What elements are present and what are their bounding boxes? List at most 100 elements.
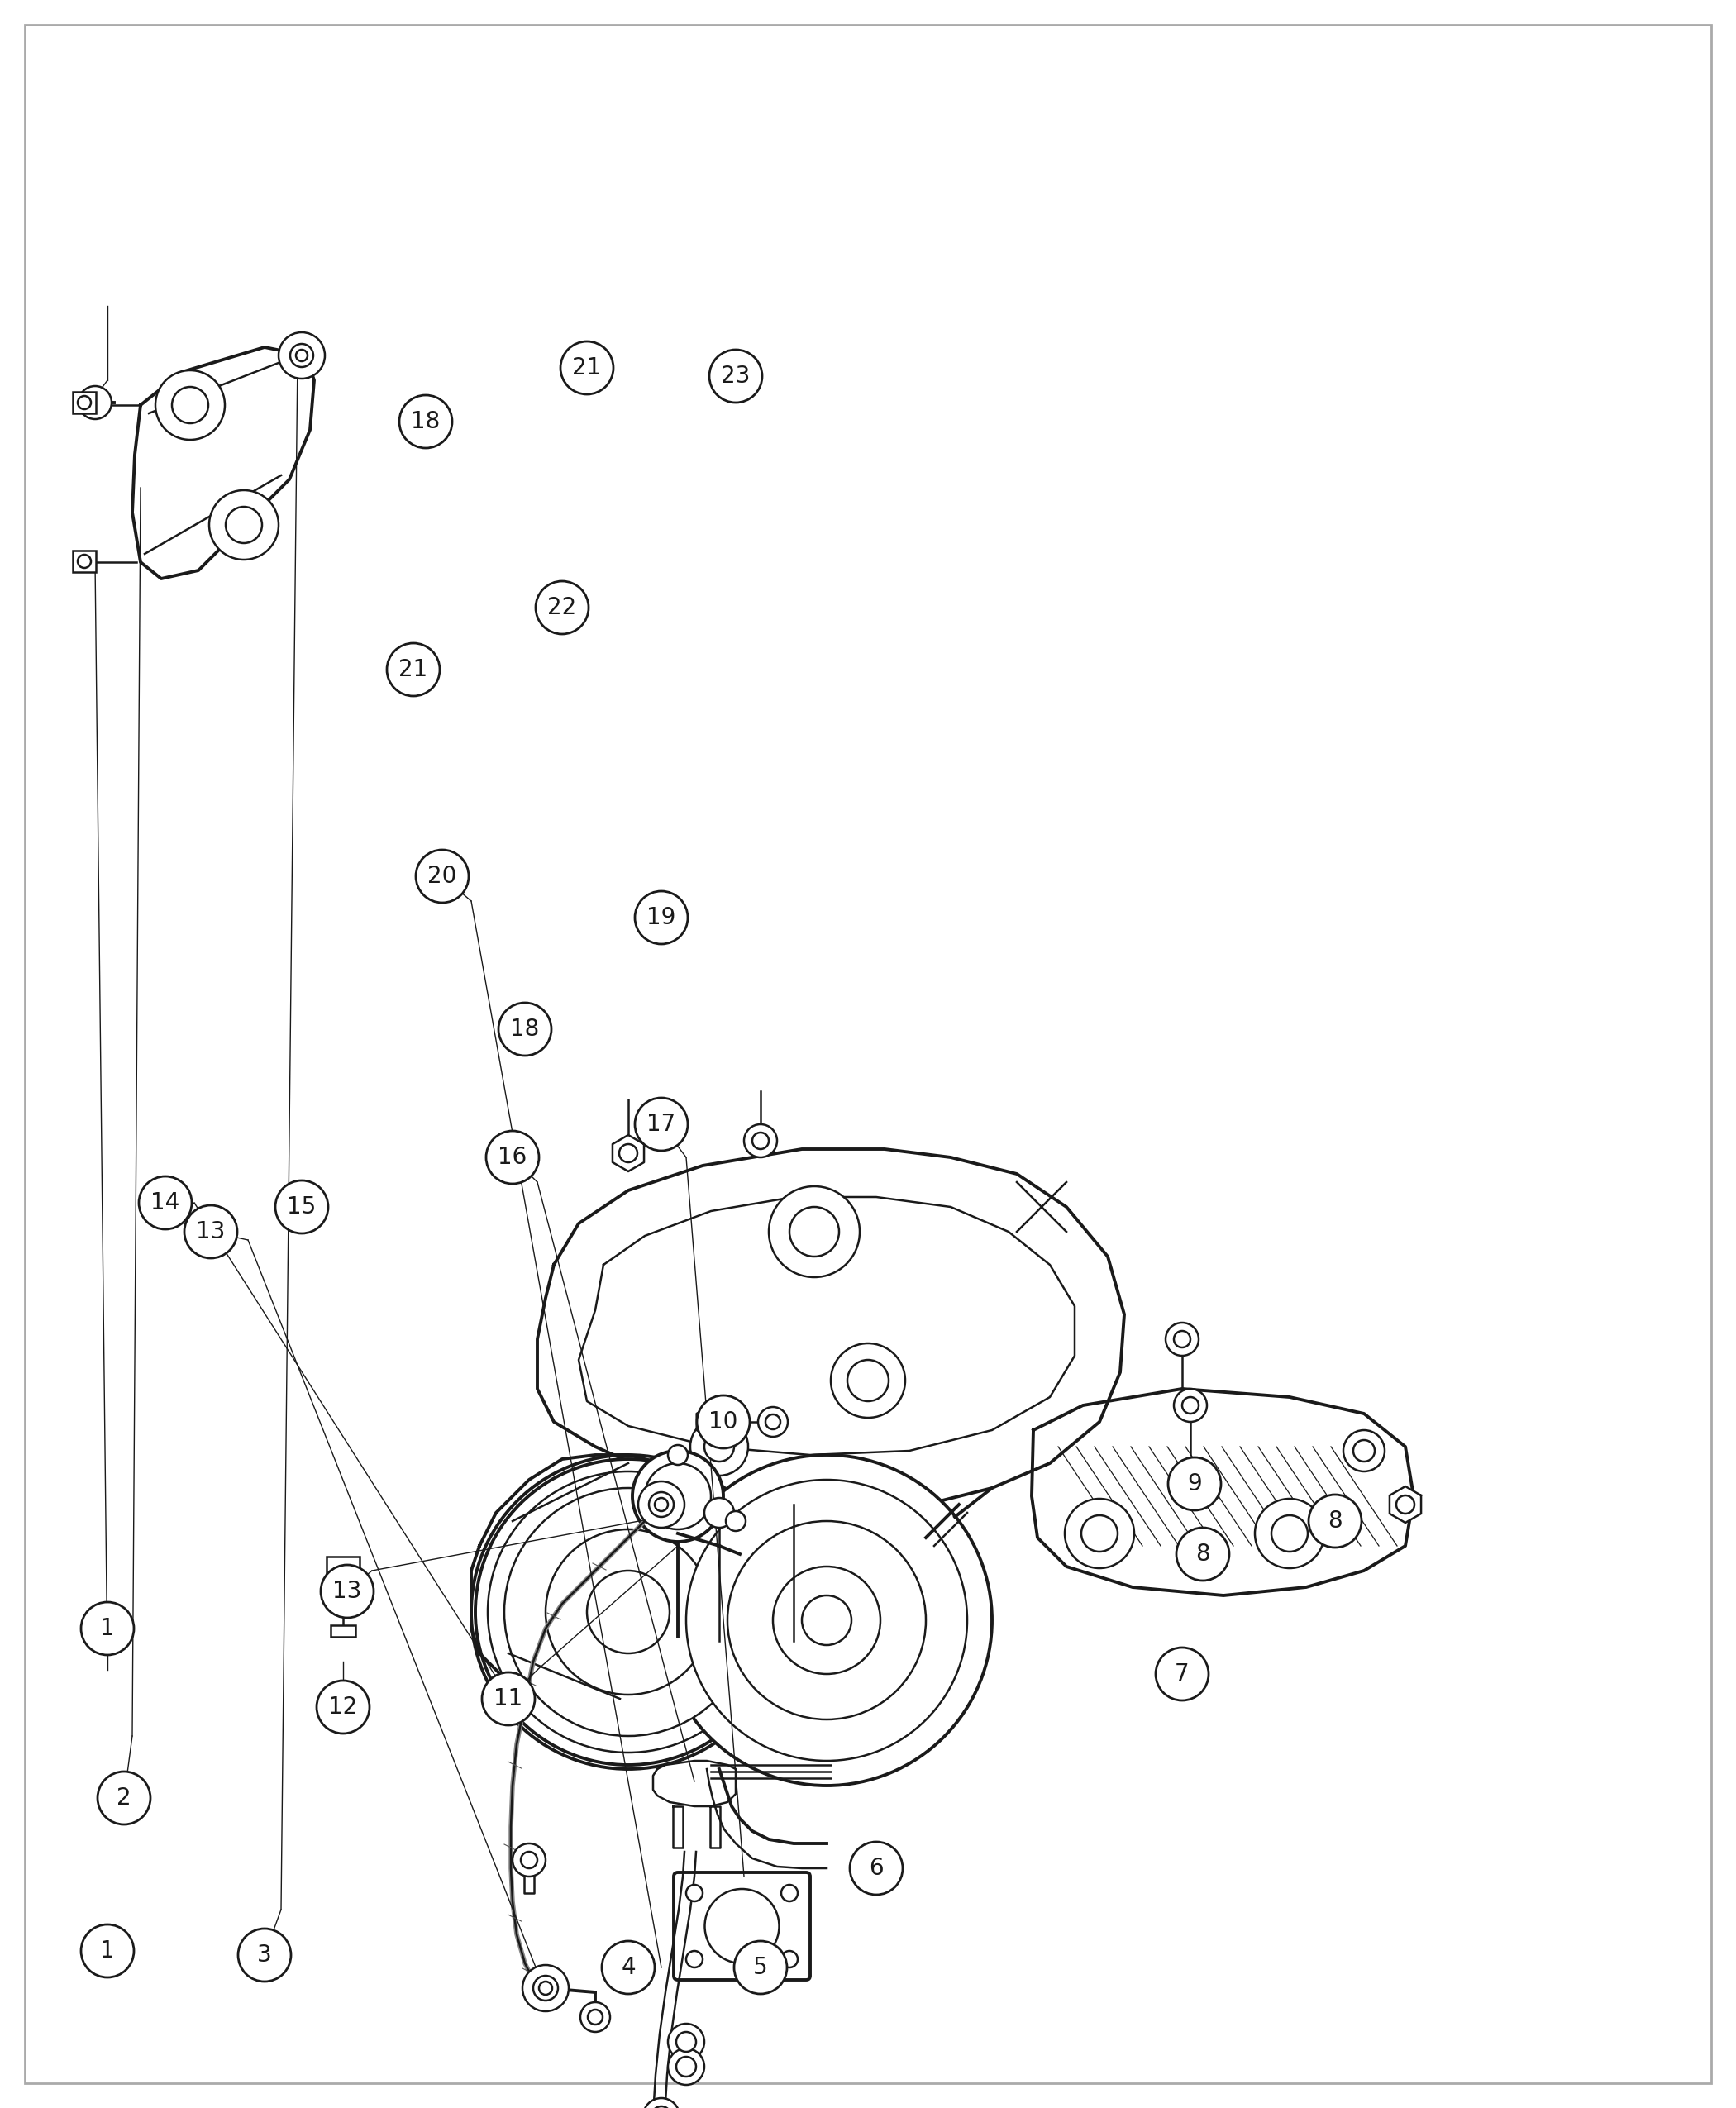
- Circle shape: [691, 1419, 748, 1476]
- Circle shape: [677, 2057, 696, 2076]
- Polygon shape: [696, 1406, 726, 1438]
- Circle shape: [705, 1499, 734, 1528]
- Circle shape: [587, 1570, 670, 1653]
- Circle shape: [781, 1950, 799, 1967]
- Circle shape: [498, 1003, 552, 1056]
- Circle shape: [486, 1130, 538, 1185]
- Text: 17: 17: [648, 1113, 675, 1136]
- Text: 5: 5: [753, 1956, 767, 1979]
- Circle shape: [851, 1842, 903, 1895]
- Circle shape: [752, 1132, 769, 1149]
- Circle shape: [512, 1844, 545, 1876]
- FancyBboxPatch shape: [73, 550, 95, 571]
- Circle shape: [635, 1098, 687, 1151]
- Circle shape: [545, 1528, 712, 1695]
- Circle shape: [82, 1925, 134, 1977]
- Circle shape: [321, 1564, 373, 1617]
- Circle shape: [172, 388, 208, 424]
- Circle shape: [668, 1444, 687, 1465]
- Circle shape: [290, 344, 312, 367]
- Text: 1: 1: [101, 1939, 115, 1963]
- Circle shape: [78, 554, 90, 567]
- FancyBboxPatch shape: [330, 1625, 356, 1636]
- Circle shape: [769, 1187, 859, 1277]
- Circle shape: [1309, 1495, 1361, 1547]
- Circle shape: [686, 1480, 967, 1760]
- Polygon shape: [132, 348, 314, 580]
- Circle shape: [97, 1771, 151, 1823]
- Circle shape: [1271, 1516, 1307, 1551]
- Circle shape: [1255, 1499, 1325, 1568]
- Text: 15: 15: [286, 1195, 316, 1218]
- Polygon shape: [538, 1149, 1125, 1514]
- Polygon shape: [470, 1455, 677, 1703]
- Circle shape: [668, 2024, 705, 2060]
- Circle shape: [661, 1455, 991, 1785]
- Circle shape: [773, 1566, 880, 1674]
- Circle shape: [523, 1965, 569, 2011]
- Circle shape: [580, 2003, 609, 2032]
- Circle shape: [238, 1929, 292, 1982]
- Circle shape: [686, 1950, 703, 1967]
- Circle shape: [677, 2032, 696, 2051]
- Circle shape: [802, 1596, 851, 1644]
- Text: 2: 2: [116, 1785, 132, 1809]
- Circle shape: [734, 1941, 786, 1994]
- Text: 9: 9: [1187, 1471, 1201, 1495]
- Circle shape: [766, 1414, 781, 1429]
- Circle shape: [184, 1206, 238, 1258]
- Circle shape: [639, 1482, 684, 1528]
- Polygon shape: [1187, 1469, 1219, 1507]
- Circle shape: [832, 1343, 904, 1419]
- Circle shape: [602, 1941, 654, 1994]
- Circle shape: [156, 371, 226, 441]
- Circle shape: [781, 1885, 799, 1901]
- Circle shape: [387, 643, 439, 696]
- Circle shape: [726, 1511, 746, 1530]
- Circle shape: [1174, 1389, 1207, 1423]
- Circle shape: [1165, 1322, 1198, 1355]
- Circle shape: [316, 1680, 370, 1733]
- Polygon shape: [1389, 1486, 1422, 1522]
- Text: 7: 7: [1175, 1663, 1189, 1686]
- Circle shape: [417, 850, 469, 902]
- Circle shape: [705, 1889, 779, 1963]
- Text: 14: 14: [151, 1191, 181, 1214]
- FancyBboxPatch shape: [674, 1872, 811, 1979]
- Text: 4: 4: [621, 1956, 635, 1979]
- Text: 21: 21: [573, 356, 601, 379]
- Circle shape: [635, 892, 687, 944]
- Circle shape: [759, 1406, 788, 1438]
- Circle shape: [1174, 1330, 1191, 1347]
- Circle shape: [632, 1450, 724, 1541]
- Circle shape: [276, 1180, 328, 1233]
- Circle shape: [589, 2009, 602, 2024]
- Circle shape: [1156, 1648, 1208, 1701]
- Circle shape: [139, 1176, 191, 1229]
- Circle shape: [686, 1885, 703, 1901]
- Circle shape: [620, 1145, 637, 1162]
- Text: 10: 10: [708, 1410, 738, 1433]
- Circle shape: [642, 2097, 679, 2108]
- Polygon shape: [613, 1134, 644, 1172]
- Circle shape: [727, 1522, 925, 1720]
- Circle shape: [1168, 1457, 1220, 1509]
- Circle shape: [521, 1851, 538, 1868]
- Circle shape: [278, 333, 325, 379]
- Circle shape: [503, 1488, 752, 1737]
- Text: 13: 13: [333, 1579, 361, 1602]
- Text: 8: 8: [1328, 1509, 1342, 1533]
- Circle shape: [1344, 1429, 1385, 1471]
- Polygon shape: [1031, 1389, 1413, 1596]
- Circle shape: [295, 350, 307, 360]
- Circle shape: [847, 1360, 889, 1402]
- Text: 16: 16: [498, 1147, 528, 1170]
- Circle shape: [476, 1459, 781, 1764]
- Text: 23: 23: [720, 365, 750, 388]
- Text: 20: 20: [427, 864, 457, 887]
- Text: 19: 19: [648, 906, 675, 930]
- Text: 18: 18: [411, 411, 441, 432]
- Text: 8: 8: [1196, 1543, 1210, 1566]
- Circle shape: [644, 1463, 712, 1528]
- Circle shape: [78, 396, 90, 409]
